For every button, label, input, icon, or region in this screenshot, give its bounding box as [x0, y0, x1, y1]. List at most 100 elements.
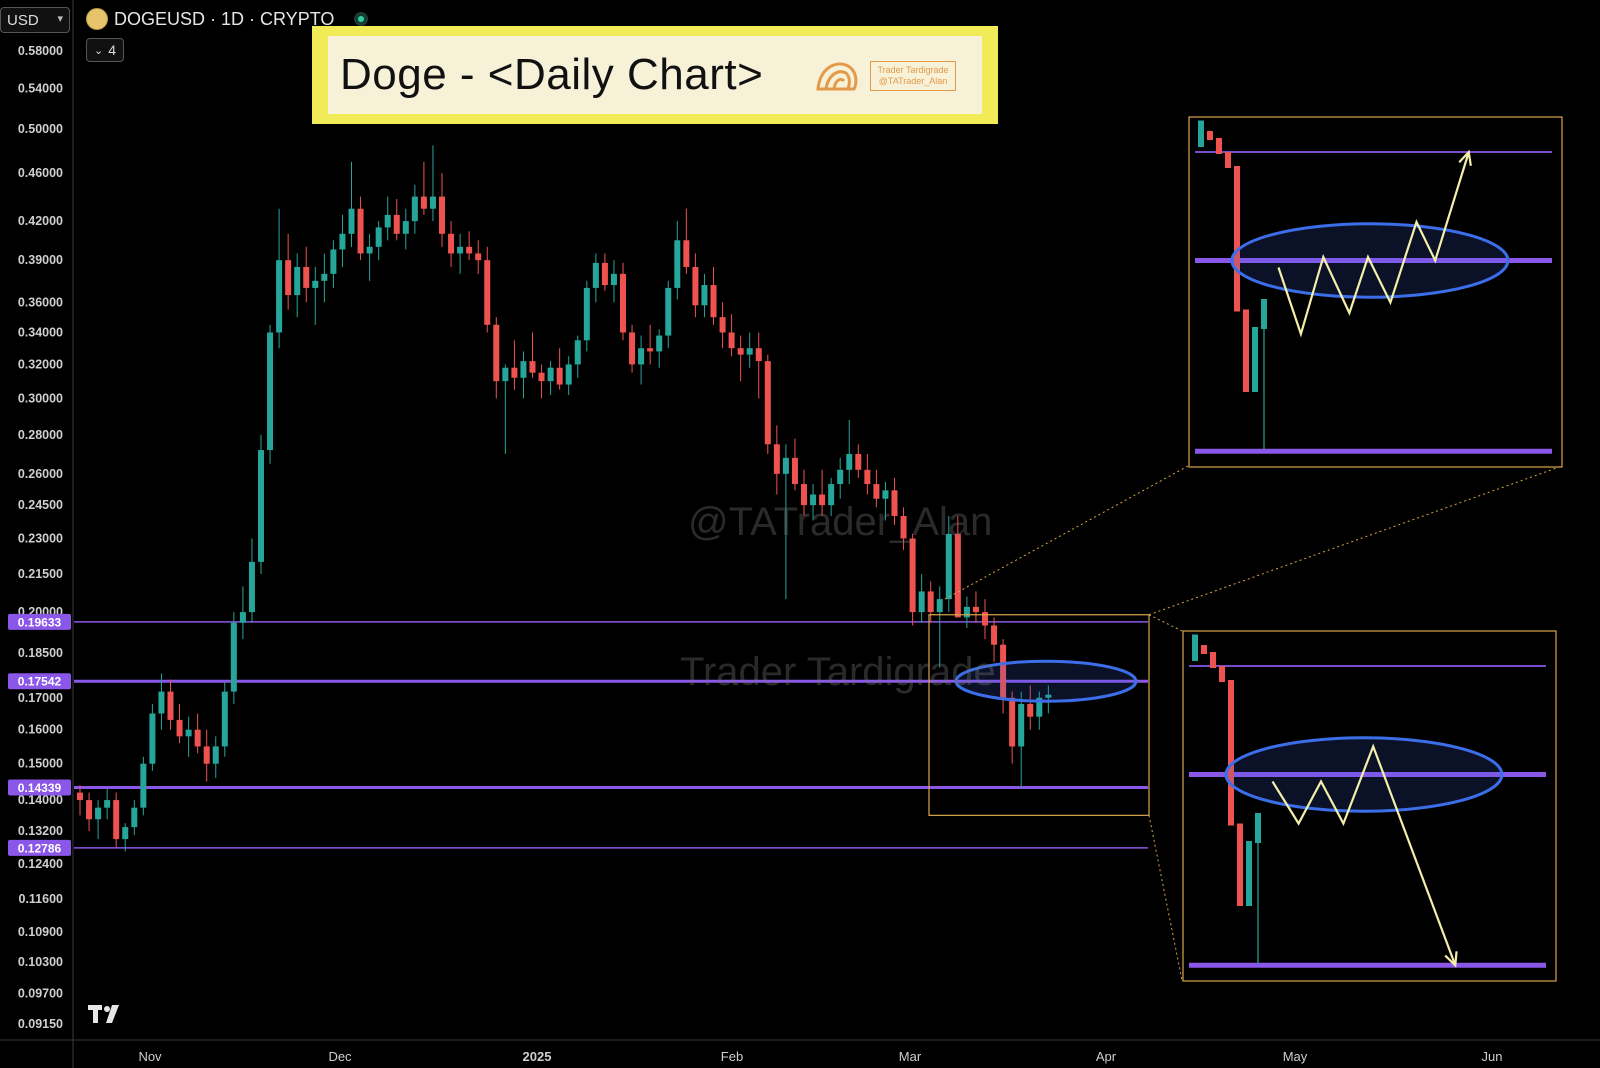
- inset-candle: [1201, 645, 1207, 654]
- y-axis: 0.58000 0.54000 0.50000 0.46000 0.42000 0.390…: [18, 44, 63, 1031]
- candle-body: [656, 335, 663, 352]
- price-level-label: 0.17542: [18, 675, 62, 689]
- candle-body: [855, 453, 862, 470]
- candle-body: [936, 599, 943, 613]
- y-tick-label: 0.32000: [18, 357, 63, 371]
- tradingview-logo-icon[interactable]: [88, 1003, 126, 1031]
- price-level-label: 0.19633: [18, 615, 62, 629]
- candle-body: [692, 266, 699, 306]
- candle-body: [384, 214, 391, 228]
- candle-body: [918, 591, 925, 613]
- candle-body: [565, 364, 572, 385]
- y-tick-label: 0.42000: [18, 214, 63, 228]
- candle-body: [366, 246, 373, 254]
- candle-body: [927, 591, 934, 613]
- x-tick-label: Nov: [138, 1049, 162, 1064]
- candle-body: [248, 561, 255, 613]
- author-stamp: Trader Tardigrade @TATrader_Alan: [870, 61, 956, 91]
- y-tick-label: 0.09700: [18, 986, 63, 1000]
- y-tick-label: 0.26000: [18, 467, 63, 481]
- y-tick-label: 0.36000: [18, 295, 63, 309]
- badge-line-1: Trader Tardigrade: [877, 65, 949, 75]
- candle-body: [267, 332, 274, 451]
- x-tick-label: Feb: [721, 1049, 743, 1064]
- title-banner: Doge - <Daily Chart> Trader Tardigrade @…: [312, 26, 998, 124]
- candle-body: [1045, 694, 1052, 698]
- resistance-ellipse[interactable]: [954, 659, 1138, 703]
- y-tick-label: 0.21500: [18, 567, 63, 581]
- candle-body: [411, 196, 418, 222]
- y-tick-label: 0.10300: [18, 955, 63, 969]
- indicators-toggle-button[interactable]: ⌄ 4: [86, 38, 124, 62]
- symbol-label: DOGEUSD · 1D · CRYPTO: [114, 8, 335, 29]
- candle-body: [891, 490, 898, 517]
- candle-body: [991, 625, 998, 645]
- y-tick-label: 0.15000: [18, 757, 63, 771]
- candle-body: [194, 729, 201, 747]
- candle-body: [556, 367, 563, 385]
- candle-body: [1036, 697, 1043, 717]
- candle-body: [737, 348, 744, 355]
- inset-candle: [1252, 327, 1258, 392]
- candle-body: [982, 612, 988, 626]
- inset-candle: [1237, 823, 1243, 906]
- symbol-info[interactable]: DOGEUSD · 1D · CRYPTO: [86, 8, 334, 30]
- inset-ellipse: [1224, 736, 1504, 813]
- candle-body: [547, 367, 554, 382]
- y-tick-label: 0.10900: [18, 925, 63, 939]
- candle-body: [638, 348, 645, 365]
- annotations[interactable]: [928, 116, 1563, 982]
- bullish-scenario-inset[interactable]: [1188, 116, 1563, 468]
- y-tick-label: 0.39000: [18, 253, 63, 267]
- inset-candle: [1207, 131, 1213, 140]
- y-tick-label: 0.28000: [18, 428, 63, 442]
- candle-body: [909, 538, 916, 613]
- candle-body: [429, 196, 436, 209]
- candle-body: [710, 285, 717, 318]
- candle-body: [402, 221, 409, 234]
- bearish-scenario-inset[interactable]: [1182, 630, 1557, 982]
- candle-body: [1018, 703, 1025, 747]
- candle-body: [864, 469, 871, 485]
- x-tick-label: May: [1283, 1049, 1308, 1064]
- y-tick-label: 0.09150: [18, 1017, 63, 1031]
- y-tick-label: 0.54000: [18, 82, 63, 96]
- tardigrade-logo-icon: [816, 62, 858, 91]
- candle-body: [339, 233, 346, 250]
- candle-body: [113, 800, 120, 840]
- price-levels[interactable]: 0.19633 0.17542 0.14339 0.12786: [8, 613, 1148, 856]
- candle-body: [755, 348, 762, 362]
- y-tick-label: 0.46000: [18, 166, 63, 180]
- candle-body: [728, 332, 735, 349]
- candle-body: [95, 807, 102, 820]
- candle-body: [294, 266, 301, 296]
- y-tick-label: 0.34000: [18, 325, 63, 339]
- inset-candle: [1216, 138, 1222, 154]
- candle-body: [457, 246, 464, 254]
- candle-body: [683, 240, 690, 267]
- candlesticks: [77, 145, 1052, 852]
- candle-body: [493, 324, 500, 382]
- y-tick-label: 0.14000: [18, 793, 63, 807]
- y-tick-label: 0.17000: [18, 691, 63, 705]
- candle-body: [439, 196, 445, 234]
- candle-body: [502, 367, 509, 382]
- connector-line: [1148, 465, 1563, 616]
- x-axis: Nov Dec 2025 Feb Mar Apr May Jun: [138, 1049, 1502, 1064]
- candle-body: [701, 285, 708, 306]
- candle-body: [122, 827, 129, 840]
- candle-body: [511, 367, 518, 378]
- candle-body: [529, 361, 536, 373]
- candle-body: [185, 729, 192, 737]
- market-status-icon[interactable]: [354, 12, 368, 26]
- candle-body: [972, 606, 979, 613]
- price-level-tag: [8, 613, 71, 630]
- candle-body: [330, 249, 337, 274]
- currency-select[interactable]: USD ▾: [0, 7, 70, 33]
- candle-body: [538, 372, 545, 382]
- candle-body: [393, 214, 400, 234]
- zoom-box[interactable]: [928, 614, 1150, 816]
- candle-body: [846, 453, 853, 470]
- candle-body: [348, 208, 355, 234]
